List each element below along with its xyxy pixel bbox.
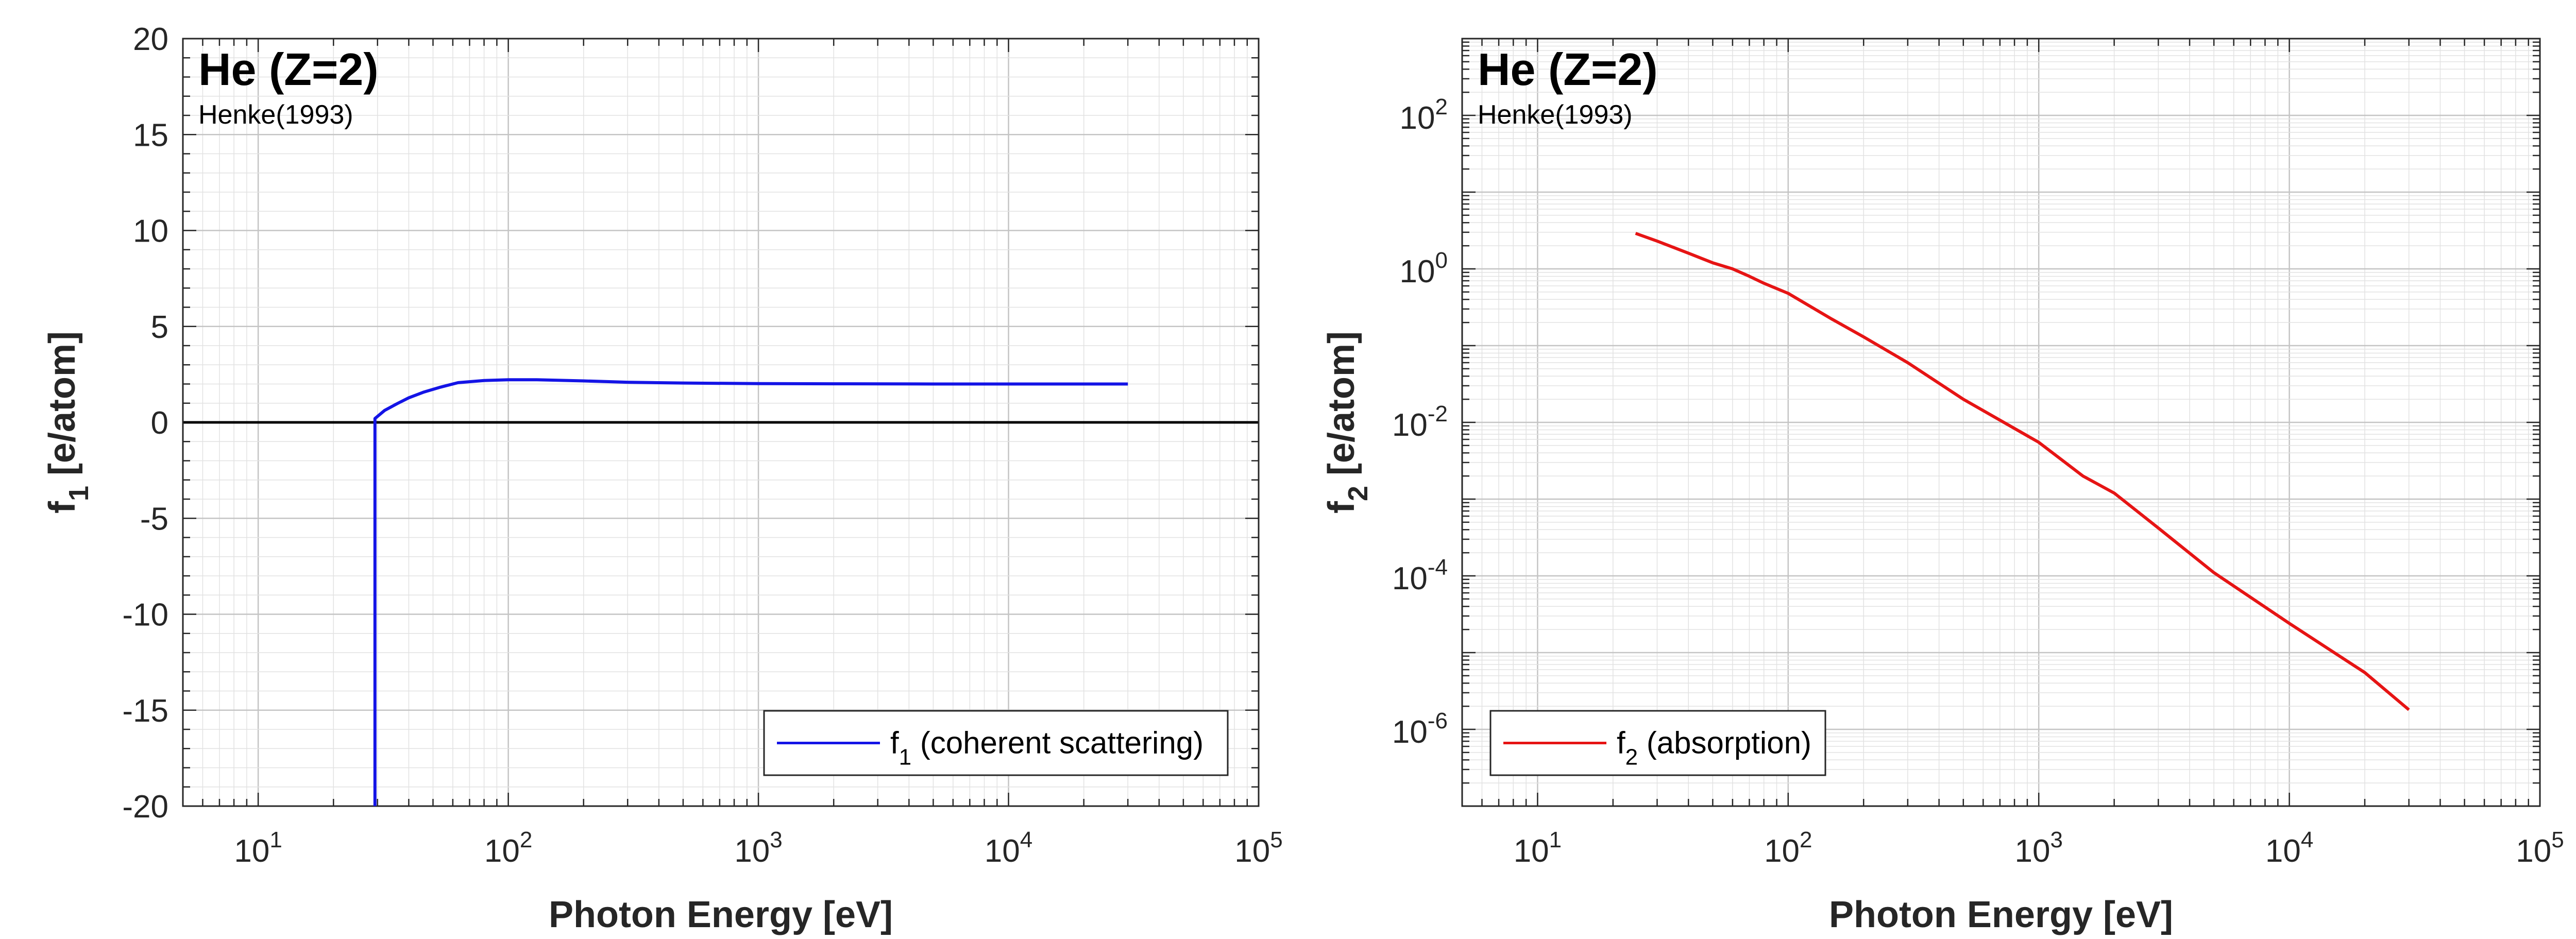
chart-title: He (Z=2) <box>1478 44 1658 95</box>
y-tick-label: 102 <box>1400 94 1448 136</box>
legend-label: f2 (absorption) <box>1617 726 1811 770</box>
y-tick-label: -5 <box>140 501 168 537</box>
x-axis-label: Photon Energy [eV] <box>1829 894 2173 935</box>
x-axis-label: Photon Energy [eV] <box>549 894 893 935</box>
y-axis-label: f2 [e/atom] <box>1321 331 1374 514</box>
y-tick-label: 100 <box>1400 248 1448 289</box>
legend: f2 (absorption) <box>1489 710 1826 776</box>
x-tick-label: 104 <box>2265 827 2313 869</box>
y-axis-label: f1 [e/atom] <box>42 331 94 514</box>
x-tick-label: 103 <box>734 827 782 869</box>
legend-label: f1 (coherent scattering) <box>890 726 1204 770</box>
axes-frame <box>1461 38 2541 807</box>
axes-frame <box>182 38 1260 807</box>
chart-title: He (Z=2) <box>198 44 379 95</box>
y-tick-label: 15 <box>133 117 168 153</box>
x-tick-label: 102 <box>484 827 532 869</box>
y-tick-label: -15 <box>122 693 168 729</box>
x-tick-label: 103 <box>2014 827 2062 869</box>
x-tick-label: 105 <box>1234 827 1282 869</box>
x-tick-label: 101 <box>1514 827 1562 869</box>
x-tick-label: 104 <box>985 827 1032 869</box>
chart-f1-scattering: 101 102 103 104 105 -20 -15 -10 -5 0 5 10 15 20 He (Z=… <box>42 22 1283 935</box>
legend: f1 (coherent scattering) <box>763 710 1229 776</box>
x-tick-label: 102 <box>1764 827 1812 869</box>
y-tick-label: 10-6 <box>1392 708 1448 750</box>
chart-f2-absorption: 101 102 103 104 105 10-6 10-4 10-2 100 102 He (Z=2… <box>1321 38 2564 935</box>
series-line-f2 <box>1635 232 2410 711</box>
x-tick-label: 101 <box>234 827 282 869</box>
y-tick-label: 5 <box>151 310 168 345</box>
chart-subtitle: Henke(1993) <box>198 100 353 130</box>
y-tick-label: 0 <box>151 405 168 441</box>
y-tick-label: 10-4 <box>1392 555 1448 596</box>
series-line-f1 <box>373 378 1128 806</box>
x-tick-label: 105 <box>2516 827 2564 869</box>
y-tick-label: -20 <box>122 789 168 825</box>
y-tick-label: 20 <box>133 22 168 57</box>
y-tick-label: 10 <box>133 214 168 249</box>
y-tick-label: -10 <box>122 597 168 633</box>
y-tick-label: 10-2 <box>1392 401 1448 443</box>
chart-subtitle: Henke(1993) <box>1478 100 1633 130</box>
